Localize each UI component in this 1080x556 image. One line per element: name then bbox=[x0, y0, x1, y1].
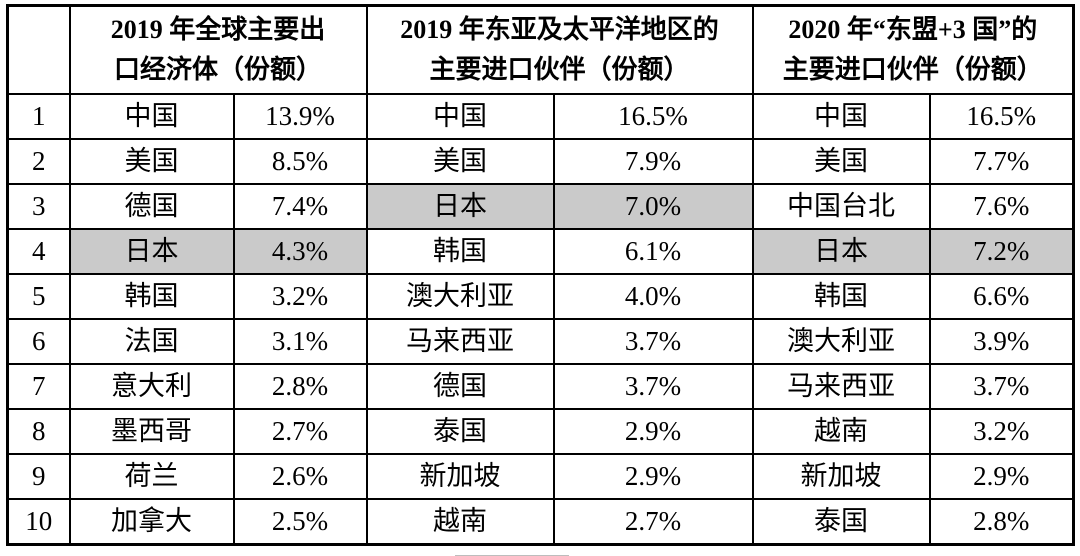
g2-share-cell: 6.1% bbox=[552, 228, 754, 275]
group3-header-line2: 主要进口伙伴（份额） bbox=[782, 55, 1043, 84]
g3-share-cell: 6.6% bbox=[928, 273, 1075, 320]
rank-cell: 3 bbox=[6, 183, 71, 230]
group1-header-line2: 口经济体（份额） bbox=[114, 55, 323, 84]
g2-name-cell: 马来西亚 bbox=[365, 318, 555, 365]
trade-share-table: 2019 年全球主要出 口经济体（份额） 2019 年东亚及太平洋地区的 主要进… bbox=[6, 4, 1076, 546]
table-row: 2 美国 8.5% 美国 7.9% 美国 7.7% bbox=[6, 138, 1075, 185]
g2-name-cell: 德国 bbox=[365, 363, 555, 410]
g1-name-cell: 德国 bbox=[68, 183, 235, 230]
g2-name-cell: 越南 bbox=[365, 498, 555, 546]
group3-header-line1: 2020 年“东盟+3 国”的 bbox=[788, 15, 1038, 44]
group3-header-cell: 2020 年“东盟+3 国”的 主要进口伙伴（份额） bbox=[751, 4, 1075, 95]
g3-share-cell: 7.6% bbox=[928, 183, 1075, 230]
g3-name-cell: 越南 bbox=[751, 408, 931, 455]
g1-name-cell: 意大利 bbox=[68, 363, 235, 410]
g2-share-cell: 2.9% bbox=[552, 453, 754, 500]
g2-name-cell: 韩国 bbox=[365, 228, 555, 275]
g2-name-cell: 美国 bbox=[365, 138, 555, 185]
g3-share-cell: 16.5% bbox=[928, 93, 1075, 140]
g2-name-cell: 澳大利亚 bbox=[365, 273, 555, 320]
g2-name-cell: 中国 bbox=[365, 93, 555, 140]
g2-share-cell: 2.7% bbox=[552, 498, 754, 546]
rank-cell: 8 bbox=[6, 408, 71, 455]
g1-name-cell: 墨西哥 bbox=[68, 408, 235, 455]
rank-header-cell bbox=[6, 4, 71, 95]
g3-name-cell: 泰国 bbox=[751, 498, 931, 546]
g1-share-cell: 2.8% bbox=[232, 363, 368, 410]
g3-share-cell: 3.7% bbox=[928, 363, 1075, 410]
g1-name-cell: 法国 bbox=[68, 318, 235, 365]
group1-header-line1: 2019 年全球主要出 bbox=[110, 15, 326, 44]
g2-share-cell: 2.9% bbox=[552, 408, 754, 455]
g1-name-cell: 加拿大 bbox=[68, 498, 235, 546]
g3-name-cell-highlighted: 日本 bbox=[751, 228, 931, 275]
g1-name-cell: 中国 bbox=[68, 93, 235, 140]
rank-cell: 6 bbox=[6, 318, 71, 365]
table-row: 6 法国 3.1% 马来西亚 3.7% 澳大利亚 3.9% bbox=[6, 318, 1075, 365]
table-row: 4 日本 4.3% 韩国 6.1% 日本 7.2% bbox=[6, 228, 1075, 275]
g3-name-cell: 马来西亚 bbox=[751, 363, 931, 410]
g1-name-cell: 韩国 bbox=[68, 273, 235, 320]
g3-share-cell: 7.7% bbox=[928, 138, 1075, 185]
g1-share-cell: 8.5% bbox=[232, 138, 368, 185]
g1-name-cell-highlighted: 日本 bbox=[68, 228, 235, 275]
g2-share-cell: 16.5% bbox=[552, 93, 754, 140]
header-row: 2019 年全球主要出 口经济体（份额） 2019 年东亚及太平洋地区的 主要进… bbox=[6, 4, 1075, 95]
table-row: 7 意大利 2.8% 德国 3.7% 马来西亚 3.7% bbox=[6, 363, 1075, 410]
g1-share-cell: 2.7% bbox=[232, 408, 368, 455]
g2-share-cell: 3.7% bbox=[552, 318, 754, 365]
table-row: 8 墨西哥 2.7% 泰国 2.9% 越南 3.2% bbox=[6, 408, 1075, 455]
g3-share-cell: 3.9% bbox=[928, 318, 1075, 365]
g1-share-cell: 3.2% bbox=[232, 273, 368, 320]
group2-header-line1: 2019 年东亚及太平洋地区的 bbox=[400, 15, 719, 44]
group1-header-cell: 2019 年全球主要出 口经济体（份额） bbox=[68, 4, 368, 95]
g3-share-cell: 2.8% bbox=[928, 498, 1075, 546]
table-row: 3 德国 7.4% 日本 7.0% 中国台北 7.6% bbox=[6, 183, 1075, 230]
group2-header-line2: 主要进口伙伴（份额） bbox=[429, 55, 690, 84]
rank-cell: 9 bbox=[6, 453, 71, 500]
g3-share-cell-highlighted: 7.2% bbox=[928, 228, 1075, 275]
table-row: 9 荷兰 2.6% 新加坡 2.9% 新加坡 2.9% bbox=[6, 453, 1075, 500]
g3-name-cell: 澳大利亚 bbox=[751, 318, 931, 365]
g3-name-cell: 中国 bbox=[751, 93, 931, 140]
table-row: 1 中国 13.9% 中国 16.5% 中国 16.5% bbox=[6, 93, 1075, 140]
g2-name-cell-highlighted: 日本 bbox=[365, 183, 555, 230]
rank-cell: 5 bbox=[6, 273, 71, 320]
g2-share-cell: 4.0% bbox=[552, 273, 754, 320]
g2-share-cell: 7.9% bbox=[552, 138, 754, 185]
g1-share-cell: 13.9% bbox=[232, 93, 368, 140]
g2-name-cell: 新加坡 bbox=[365, 453, 555, 500]
g3-name-cell: 新加坡 bbox=[751, 453, 931, 500]
g3-name-cell: 韩国 bbox=[751, 273, 931, 320]
g3-share-cell: 3.2% bbox=[928, 408, 1075, 455]
g2-share-cell: 3.7% bbox=[552, 363, 754, 410]
g3-name-cell: 美国 bbox=[751, 138, 931, 185]
rank-cell: 4 bbox=[6, 228, 71, 275]
rank-cell: 1 bbox=[6, 93, 71, 140]
g3-name-cell: 中国台北 bbox=[751, 183, 931, 230]
table-row: 10 加拿大 2.5% 越南 2.7% 泰国 2.8% bbox=[6, 498, 1075, 546]
g1-name-cell: 荷兰 bbox=[68, 453, 235, 500]
g3-share-cell: 2.9% bbox=[928, 453, 1075, 500]
table-row: 5 韩国 3.2% 澳大利亚 4.0% 韩国 6.6% bbox=[6, 273, 1075, 320]
g1-share-cell: 3.1% bbox=[232, 318, 368, 365]
g1-share-cell-highlighted: 4.3% bbox=[232, 228, 368, 275]
g1-name-cell: 美国 bbox=[68, 138, 235, 185]
g1-share-cell: 7.4% bbox=[232, 183, 368, 230]
rank-cell: 2 bbox=[6, 138, 71, 185]
group2-header-cell: 2019 年东亚及太平洋地区的 主要进口伙伴（份额） bbox=[365, 4, 754, 95]
g1-share-cell: 2.6% bbox=[232, 453, 368, 500]
rank-cell: 10 bbox=[6, 498, 71, 546]
g2-share-cell-highlighted: 7.0% bbox=[552, 183, 754, 230]
g1-share-cell: 2.5% bbox=[232, 498, 368, 546]
rank-cell: 7 bbox=[6, 363, 71, 410]
g2-name-cell: 泰国 bbox=[365, 408, 555, 455]
